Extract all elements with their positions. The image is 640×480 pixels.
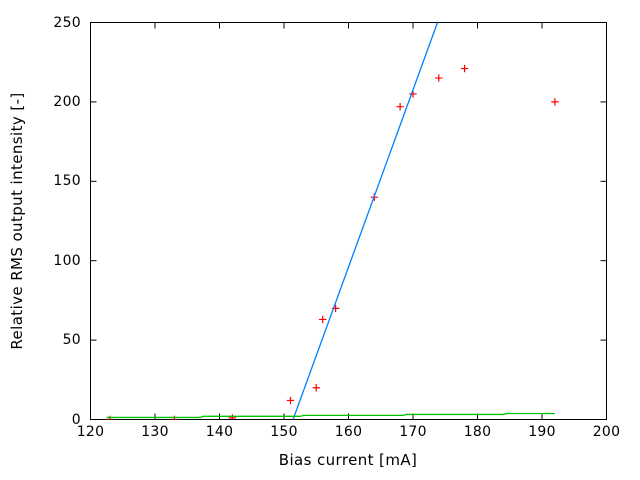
x-tick-label: 170 xyxy=(399,424,427,440)
x-tick-label: 130 xyxy=(141,424,169,440)
data-point xyxy=(319,315,327,324)
noise-floor-line xyxy=(106,412,555,419)
x-tick-label: 200 xyxy=(592,424,621,440)
x-axis-title: Bias current [mA] xyxy=(278,451,418,469)
data-point xyxy=(228,414,237,420)
y-tick-label: 50 xyxy=(62,332,81,349)
y-tick-label: 200 xyxy=(53,93,81,110)
linear-fit-line xyxy=(292,22,439,420)
x-tick-label: 180 xyxy=(463,424,492,440)
x-tick-label: 160 xyxy=(334,424,363,440)
x-tick-label: 140 xyxy=(205,424,234,440)
y-axis-title: Relative RMS output intensity [-] xyxy=(8,92,26,350)
y-tick-label: 150 xyxy=(53,173,81,190)
x-tick-label: 150 xyxy=(270,424,298,440)
x-tick-label: 120 xyxy=(76,424,105,440)
data-point xyxy=(551,98,559,106)
x-tick-label: 190 xyxy=(528,424,556,440)
data-point xyxy=(396,102,404,111)
data-point xyxy=(460,64,469,73)
data-point xyxy=(435,74,443,82)
y-tick-label: 0 xyxy=(71,411,81,428)
y-tick-label: 250 xyxy=(53,14,81,31)
data-point xyxy=(312,384,320,392)
y-tick-label: 100 xyxy=(53,252,81,269)
plot-border xyxy=(90,22,607,420)
data-point xyxy=(286,396,295,405)
